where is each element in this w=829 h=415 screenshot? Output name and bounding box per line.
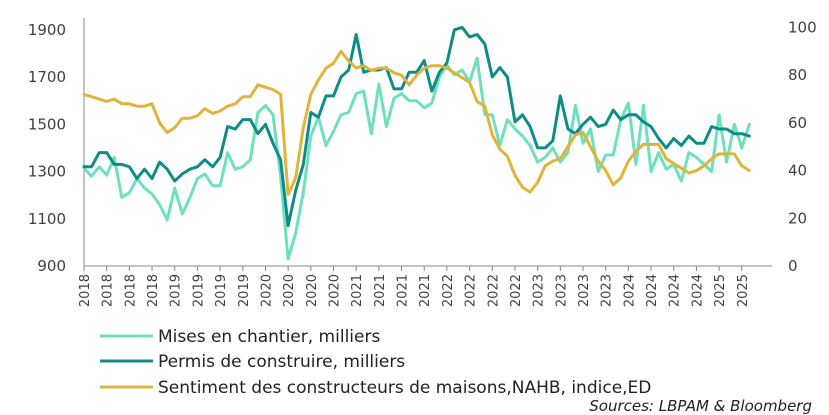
source-note: Sources: LBPAM & Bloomberg xyxy=(589,397,812,415)
legend: Mises en chantier, milliers Permis de con… xyxy=(100,327,651,398)
x-tick-label: 2018 xyxy=(78,274,93,307)
left-tick-label: 1300 xyxy=(28,163,66,181)
x-tick-label: 2021 xyxy=(350,274,365,307)
x-tick-label: 2021 xyxy=(418,274,433,307)
left-tick-label: 1700 xyxy=(28,68,66,86)
x-tick-label: 2019 xyxy=(191,274,206,307)
series-line-3 xyxy=(82,49,751,196)
x-tick-label: 2018 xyxy=(146,274,161,307)
series-line-1 xyxy=(82,56,751,261)
x-tick-label: 2020 xyxy=(305,274,320,307)
x-tick-label: 2020 xyxy=(259,274,274,307)
x-axis-ticks: 2018 2018 2018 2018 2019 2019 2019 2019 2020 2020… xyxy=(78,266,751,307)
x-tick-label: 2019 xyxy=(214,274,229,307)
right-axis-ticks: 0 20 40 60 80 100 xyxy=(788,19,817,275)
x-tick-label: 2022 xyxy=(464,274,479,307)
x-tick-label: 2024 xyxy=(668,274,683,307)
x-tick-label: 2024 xyxy=(622,274,637,307)
x-tick-label: 2020 xyxy=(282,274,297,307)
left-tick-label: 1900 xyxy=(28,21,66,39)
x-tick-label: 2024 xyxy=(690,274,705,307)
x-tick-label: 2022 xyxy=(509,274,524,307)
left-tick-label: 900 xyxy=(37,257,66,275)
x-tick-label: 2020 xyxy=(328,274,343,307)
x-tick-label: 2021 xyxy=(373,274,388,307)
legend-label-1: Mises en chantier, milliers xyxy=(158,327,380,347)
x-tick-label: 2022 xyxy=(486,274,501,307)
x-tick-label: 2021 xyxy=(396,274,411,307)
x-tick-label: 2023 xyxy=(577,274,592,307)
series-lines xyxy=(82,25,751,261)
right-tick-label: 40 xyxy=(788,162,807,180)
left-tick-label: 1100 xyxy=(28,210,66,228)
x-tick-label: 2022 xyxy=(441,274,456,307)
left-tick-label: 1500 xyxy=(28,115,66,133)
x-tick-label: 2018 xyxy=(101,274,116,307)
x-tick-label: 2024 xyxy=(645,274,660,307)
x-tick-label: 2019 xyxy=(169,274,184,307)
x-tick-label: 2018 xyxy=(123,274,138,307)
x-tick-label: 2019 xyxy=(237,274,252,307)
x-tick-label: 2025 xyxy=(713,274,728,307)
legend-label-2: Permis de construire, milliers xyxy=(158,352,405,372)
right-tick-label: 20 xyxy=(788,209,807,227)
x-tick-label: 2023 xyxy=(532,274,547,307)
axes xyxy=(83,18,772,267)
right-tick-label: 0 xyxy=(788,257,798,275)
x-tick-label: 2023 xyxy=(554,274,569,307)
right-tick-label: 60 xyxy=(788,114,807,132)
left-axis-ticks: 900 1100 1300 1500 1700 1900 xyxy=(28,21,66,275)
series-line-2 xyxy=(82,25,751,228)
x-tick-label: 2023 xyxy=(600,274,615,307)
right-tick-label: 80 xyxy=(788,66,807,84)
right-tick-label: 100 xyxy=(788,19,817,37)
x-tick-label: 2025 xyxy=(736,274,751,307)
legend-label-3: Sentiment des constructeurs de maisons,N… xyxy=(158,378,651,398)
